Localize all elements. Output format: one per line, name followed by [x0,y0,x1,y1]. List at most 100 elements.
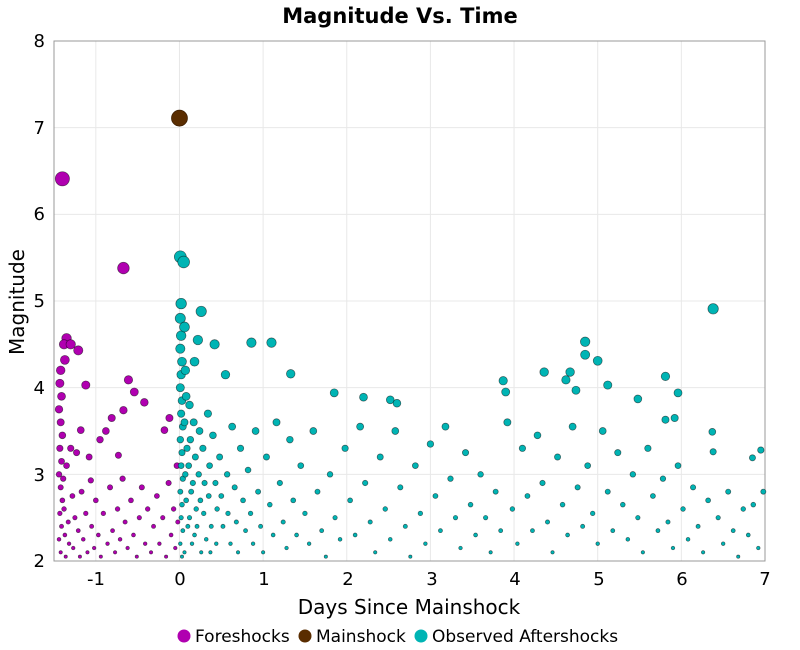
foreshock-point [168,532,174,538]
aftershock-point [197,497,204,504]
legend-marker-mainshock [298,629,312,643]
aftershock-point [561,375,571,385]
aftershock-point [180,418,189,427]
aftershock-point [362,479,369,487]
legend: Foreshocks Mainshock Observed Aftershock… [177,627,618,647]
foreshock-point [151,523,156,529]
foreshock-point [54,171,70,187]
aftershock-point [231,484,238,491]
y-tick-label: 7 [34,118,45,139]
foreshock-point [71,545,76,551]
aftershock-point [673,388,683,398]
aftershock-point [539,367,549,377]
legend-label-aftershocks: Observed Aftershocks [432,627,618,647]
aftershock-point [193,506,199,512]
x-tick-label: 7 [759,569,770,590]
aftershock-point [216,453,224,461]
aftershock-point [263,453,270,461]
aftershock-point [240,497,246,504]
foreshock-point [148,550,154,555]
aftershock-point [592,355,603,366]
mainshock-point [171,109,188,127]
foreshock-point [165,479,172,487]
foreshock-point [81,380,91,390]
aftershock-point [736,554,741,559]
aftershock-point [665,519,671,525]
aftershock-point [306,541,312,546]
aftershock-point [545,519,551,525]
aftershock-point [352,532,358,538]
aftershock-point [473,532,478,538]
aftershock-point [660,371,671,382]
aftershock-point [477,471,484,478]
aftershock-point [189,479,196,487]
aftershock-point [356,422,365,431]
aftershock-point [179,554,184,559]
aftershock-point [250,541,256,546]
aftershock-point [183,444,191,452]
aftershock-point [258,523,264,529]
aftershock-point [208,550,213,555]
aftershock-point [203,409,212,418]
foreshock-point [56,418,65,427]
aftershock-point [498,528,504,534]
aftershock-point [251,427,260,435]
foreshock-point [125,545,130,551]
data-points [54,109,767,559]
foreshock-point [56,537,62,542]
aftershock-point [286,369,296,379]
aftershock-point [392,399,402,408]
aftershock-point [199,444,207,452]
aftershock-point [189,356,200,367]
aftershock-point [757,446,765,454]
aftershock-point [294,532,299,538]
foreshock-point [58,550,63,555]
foreshock-point [57,484,64,491]
aftershock-point [206,462,213,469]
foreshock-point [92,545,97,551]
aftershock-point [247,510,254,516]
y-tick-label: 4 [34,378,45,399]
foreshock-point [134,554,139,559]
aftershock-point [201,479,208,487]
foreshock-point [55,471,63,478]
legend-label-mainshock: Mainshock [316,627,406,647]
aftershock-point [347,497,353,504]
foreshock-point [128,497,134,504]
aftershock-point [267,501,273,508]
aftershock-point [417,510,424,516]
aftershock-point [194,523,200,529]
foreshock-point [131,532,136,538]
foreshock-point [114,451,122,459]
aftershock-point [423,541,428,546]
aftershock-point [620,501,626,508]
foreshock-point [102,427,110,435]
aftershock-point [179,321,190,333]
x-tick-label: 4 [509,569,520,590]
aftershock-point [397,484,404,491]
aftershock-point [302,510,308,516]
x-axis-label: Days Since Mainshock [298,595,521,619]
aftershock-point [574,484,581,491]
x-tick-label: 0 [174,569,185,590]
foreshock-point [153,493,160,499]
foreshock-point [58,431,67,440]
aftershock-point [705,497,711,504]
foreshock-point [57,392,66,401]
aftershock-point [228,541,233,546]
aftershock-point [195,471,202,478]
aftershock-point [177,488,184,495]
foreshock-point [65,519,71,525]
aftershock-point [635,515,641,521]
aftershock-point [255,488,262,495]
aftershock-point [590,510,596,516]
aftershock-point [225,510,231,516]
aftershock-point [182,550,187,555]
aftershock-point [174,312,186,324]
aftershock-point [701,550,706,555]
aftershock-point [182,471,189,478]
foreshock-point [85,453,93,461]
x-tick-label: 2 [342,569,353,590]
foreshock-point [144,506,151,512]
aftershock-point [498,376,508,386]
